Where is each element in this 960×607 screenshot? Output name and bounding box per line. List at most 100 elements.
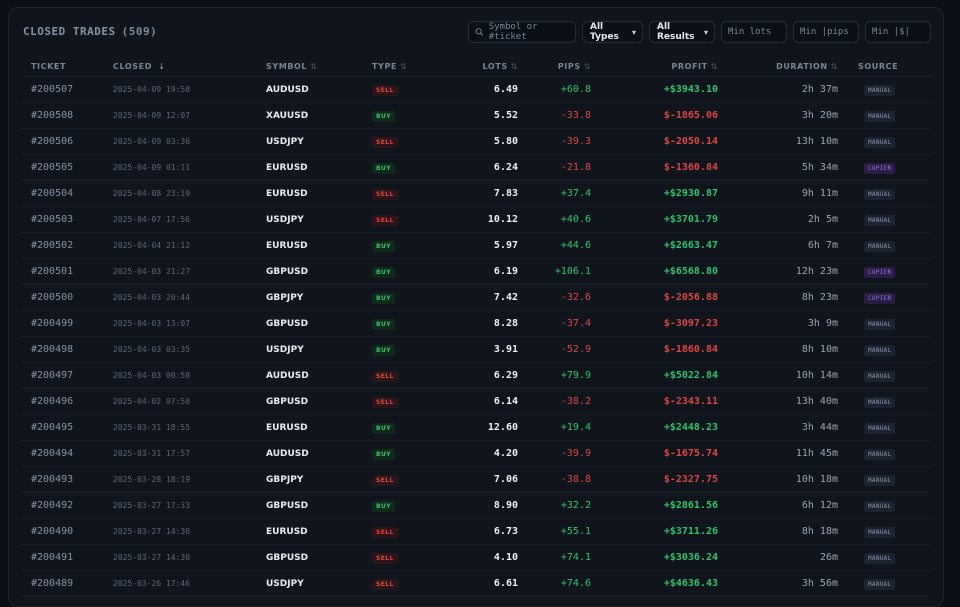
table-row[interactable]: #200496 2025-04-02 07:50 GBPUSD SELL 6.14 -38… bbox=[22, 388, 932, 415]
ticket-cell[interactable]: #200500 bbox=[22, 284, 113, 311]
ticket-cell[interactable]: #200494 bbox=[22, 440, 113, 467]
table-row[interactable]: #200492 2025-03-27 17:33 GBPUSD BUY 8.90 +32.… bbox=[22, 492, 932, 519]
profit-cell: $-1865.06 bbox=[603, 102, 730, 129]
type-badge: BUY bbox=[372, 110, 395, 122]
type-cell: BUY bbox=[372, 336, 442, 363]
pips-cell: +74.6 bbox=[532, 570, 603, 597]
table-row[interactable]: #200500 2025-04-03 20:44 GBPJPY BUY 7.42 -32.… bbox=[22, 284, 932, 311]
sort-icon: ⇅ bbox=[830, 61, 838, 71]
ticket-cell[interactable]: #200493 bbox=[22, 466, 113, 493]
col-label: PIPS bbox=[557, 61, 581, 71]
type-cell: SELL bbox=[372, 180, 442, 207]
profit-cell: $-1860.84 bbox=[603, 336, 730, 363]
type-cell: BUY bbox=[372, 310, 442, 337]
col-header-duration[interactable]: DURATION ⇅ bbox=[730, 58, 844, 77]
col-label: CLOSED bbox=[113, 61, 152, 71]
closed-cell: 2025-04-03 13:07 bbox=[113, 310, 266, 337]
ticket-cell[interactable]: #200497 bbox=[22, 362, 113, 389]
min-usd-placeholder: Min |$| bbox=[872, 27, 910, 37]
ticket-cell[interactable]: #200501 bbox=[22, 258, 113, 285]
ticket-cell[interactable]: #200498 bbox=[22, 336, 113, 363]
lots-cell: 6.61 bbox=[442, 570, 532, 597]
ticket-cell[interactable]: #200489 bbox=[22, 570, 113, 597]
source-cell: MANUAL bbox=[844, 362, 932, 389]
col-header-closed[interactable]: CLOSED ↓ bbox=[113, 58, 266, 77]
table-row[interactable]: #200505 2025-04-09 01:11 EURUSD BUY 6.24 -21.… bbox=[22, 154, 932, 181]
ticket-cell[interactable]: #200496 bbox=[22, 388, 113, 415]
col-label: LOTS bbox=[482, 61, 508, 71]
symbol-cell: GBPJPY bbox=[266, 284, 372, 311]
closed-cell: 2025-04-02 07:50 bbox=[113, 388, 266, 415]
table-row[interactable]: #200495 2025-03-31 18:55 EURUSD BUY 12.60 +19… bbox=[22, 414, 932, 441]
col-header-pips[interactable]: PIPS ⇅ bbox=[532, 58, 603, 77]
chevron-down-icon: ▾ bbox=[703, 27, 708, 37]
table-row[interactable]: #200489 2025-03-26 17:46 USDJPY SELL 6.61 +74… bbox=[22, 570, 932, 597]
type-badge: BUY bbox=[372, 318, 395, 330]
ticket-cell[interactable]: #200492 bbox=[22, 492, 113, 519]
table-row[interactable]: #200502 2025-04-04 21:12 EURUSD BUY 5.97 +44.… bbox=[22, 232, 932, 259]
ticket-cell[interactable]: #200491 bbox=[22, 544, 113, 571]
type-badge: SELL bbox=[372, 396, 398, 408]
table-row[interactable]: #200506 2025-04-09 03:36 USDJPY SELL 5.80 -39… bbox=[22, 128, 932, 155]
symbol-cell: GBPUSD bbox=[266, 310, 372, 337]
min-usd-input[interactable]: Min |$| bbox=[865, 21, 931, 43]
duration-cell: 6h 7m bbox=[730, 232, 844, 259]
type-filter-select[interactable]: All Types ▾ bbox=[582, 21, 643, 43]
min-lots-input[interactable]: Min lots bbox=[721, 21, 787, 43]
profit-cell: $-2327.75 bbox=[603, 466, 730, 493]
sort-icon: ⇅ bbox=[310, 61, 318, 71]
table-row[interactable]: #200501 2025-04-03 21:27 GBPUSD BUY 6.19 +106… bbox=[22, 258, 932, 285]
col-label: SOURCE bbox=[858, 61, 899, 71]
ticket-cell[interactable]: #200503 bbox=[22, 206, 113, 233]
pips-cell: +55.1 bbox=[532, 518, 603, 545]
type-cell: BUY bbox=[372, 440, 442, 467]
table-row[interactable]: #200498 2025-04-03 03:35 USDJPY BUY 3.91 -52.… bbox=[22, 336, 932, 363]
table-row[interactable]: #200508 2025-04-09 12:07 XAUUSD BUY 5.52 -33.… bbox=[22, 102, 932, 129]
result-filter-select[interactable]: All Results ▾ bbox=[649, 21, 715, 43]
table-row[interactable]: #200504 2025-04-08 23:19 EURUSD SELL 7.83 +37… bbox=[22, 180, 932, 207]
ticket-cell[interactable]: #200505 bbox=[22, 154, 113, 181]
sort-icon: ⇅ bbox=[710, 61, 718, 71]
lots-cell: 5.97 bbox=[442, 232, 532, 259]
ticket-cell[interactable]: #200499 bbox=[22, 310, 113, 337]
ticket-cell[interactable]: #200495 bbox=[22, 414, 113, 441]
table-row[interactable]: #200490 2025-03-27 14:36 EURUSD SELL 6.73 +55… bbox=[22, 518, 932, 545]
table-row[interactable]: #200507 2025-04-09 19:58 AUDUSD SELL 6.49 +60… bbox=[22, 76, 932, 103]
profit-cell: +$3943.10 bbox=[603, 76, 730, 103]
closed-cell: 2025-03-31 18:55 bbox=[113, 414, 266, 441]
source-cell: MANUAL bbox=[844, 336, 932, 363]
source-cell: MANUAL bbox=[844, 232, 932, 259]
search-icon bbox=[475, 28, 484, 36]
col-header-lots[interactable]: LOTS ⇅ bbox=[442, 58, 532, 77]
lots-cell: 6.19 bbox=[442, 258, 532, 285]
ticket-cell[interactable]: #200502 bbox=[22, 232, 113, 259]
search-placeholder: Symbol or #ticket bbox=[488, 22, 538, 42]
table-row[interactable]: #200499 2025-04-03 13:07 GBPUSD BUY 8.28 -37.… bbox=[22, 310, 932, 337]
pips-cell: -33.8 bbox=[532, 102, 603, 129]
search-input[interactable]: Symbol or #ticket bbox=[468, 21, 576, 43]
ticket-cell[interactable]: #200490 bbox=[22, 518, 113, 545]
type-cell: SELL bbox=[372, 466, 442, 493]
type-badge: BUY bbox=[372, 240, 395, 252]
col-header-profit[interactable]: PROFIT ⇅ bbox=[603, 58, 730, 77]
ticket-cell[interactable]: #200508 bbox=[22, 102, 113, 129]
col-header-ticket[interactable]: TICKET bbox=[22, 58, 113, 77]
symbol-cell: EURUSD bbox=[266, 232, 372, 259]
ticket-cell[interactable]: #200504 bbox=[22, 180, 113, 207]
col-header-type[interactable]: TYPE ⇅ bbox=[372, 58, 442, 77]
table-row[interactable]: #200497 2025-04-03 00:58 AUDUSD SELL 6.29 +79… bbox=[22, 362, 932, 389]
type-badge: SELL bbox=[372, 188, 398, 200]
ticket-cell[interactable]: #200506 bbox=[22, 128, 113, 155]
table-row[interactable]: #200493 2025-03-28 18:19 GBPJPY SELL 7.06 -38… bbox=[22, 466, 932, 493]
source-badge: MANUAL bbox=[864, 84, 896, 96]
ticket-cell[interactable]: #200507 bbox=[22, 76, 113, 103]
min-pips-input[interactable]: Min |pips bbox=[793, 21, 859, 43]
pips-cell: -21.8 bbox=[532, 154, 603, 181]
profit-cell: $-2343.11 bbox=[603, 388, 730, 415]
closed-cell: 2025-04-08 23:19 bbox=[113, 180, 266, 207]
profit-cell: +$5022.84 bbox=[603, 362, 730, 389]
table-row[interactable]: #200491 2025-03-27 14:30 GBPUSD SELL 4.10 +74… bbox=[22, 544, 932, 571]
col-header-symbol[interactable]: SYMBOL ⇅ bbox=[266, 58, 372, 77]
table-row[interactable]: #200503 2025-04-07 17:56 USDJPY SELL 10.12 +4… bbox=[22, 206, 932, 233]
table-row[interactable]: #200494 2025-03-31 17:57 AUDUSD BUY 4.20 -39.… bbox=[22, 440, 932, 467]
